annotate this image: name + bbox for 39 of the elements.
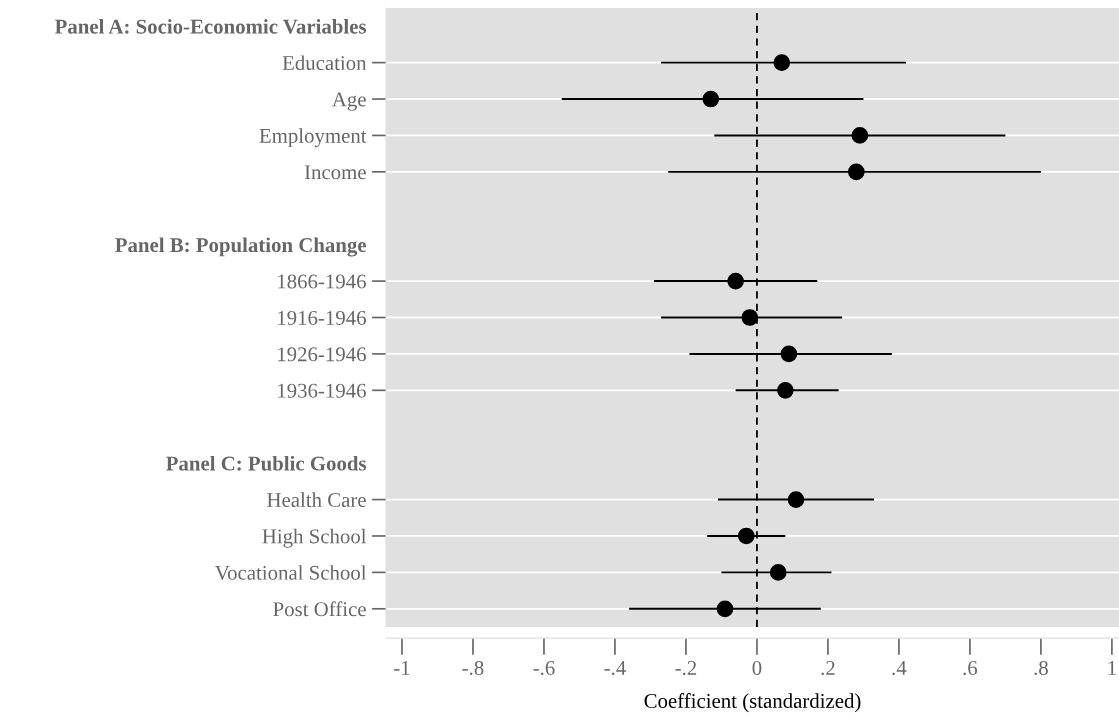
x-tick-label: .8 <box>1034 660 1048 676</box>
y-tick-label: Post Office <box>273 601 366 617</box>
point <box>702 90 720 108</box>
y-tick-label: Education <box>282 55 367 71</box>
point <box>769 564 787 581</box>
x-tick-label: -.6 <box>533 660 555 676</box>
point <box>716 600 734 618</box>
y-tick-label: 1936-1946 <box>278 383 366 398</box>
x-tick-label: .6 <box>963 660 978 676</box>
y-tick-label: Vocational School <box>214 565 367 580</box>
y-tick-label: 1866-1946 <box>278 274 366 289</box>
y-tick-label: High School <box>262 528 367 548</box>
point <box>780 345 798 363</box>
x-tick-label: 1 <box>1108 661 1116 675</box>
x-tick-label: -1 <box>394 661 410 675</box>
y-tick-label: Panel B: Population Change <box>115 237 367 257</box>
y-tick-label: Health Care <box>267 492 366 507</box>
x-tick-label: -.8 <box>462 660 484 676</box>
y-tick-label: Panel A: Socio-Economic Variables <box>54 18 367 34</box>
x-tick-label: .2 <box>821 660 835 676</box>
point <box>847 163 865 181</box>
x-axis-title: Coefficient (standardized) <box>644 693 861 713</box>
x-tick-label: -.2 <box>675 660 697 676</box>
x-tick-label: -.4 <box>604 661 626 676</box>
point <box>777 381 794 399</box>
y-tick-label: Age <box>332 92 366 111</box>
y-tick-label: Employment <box>259 128 367 148</box>
y-tick-label: Panel C: Public Goods <box>166 455 367 471</box>
point <box>727 272 744 290</box>
point <box>851 127 869 144</box>
point <box>787 491 805 508</box>
point <box>737 527 755 545</box>
x-tick-label: 0 <box>752 660 762 675</box>
point <box>773 54 791 71</box>
y-tick-label: Income <box>304 165 366 180</box>
y-tick-label: 1926-1946 <box>278 347 366 362</box>
y-tick-label: 1916-1946 <box>278 310 366 325</box>
x-tick-label: .4 <box>892 661 907 676</box>
point <box>741 309 759 326</box>
